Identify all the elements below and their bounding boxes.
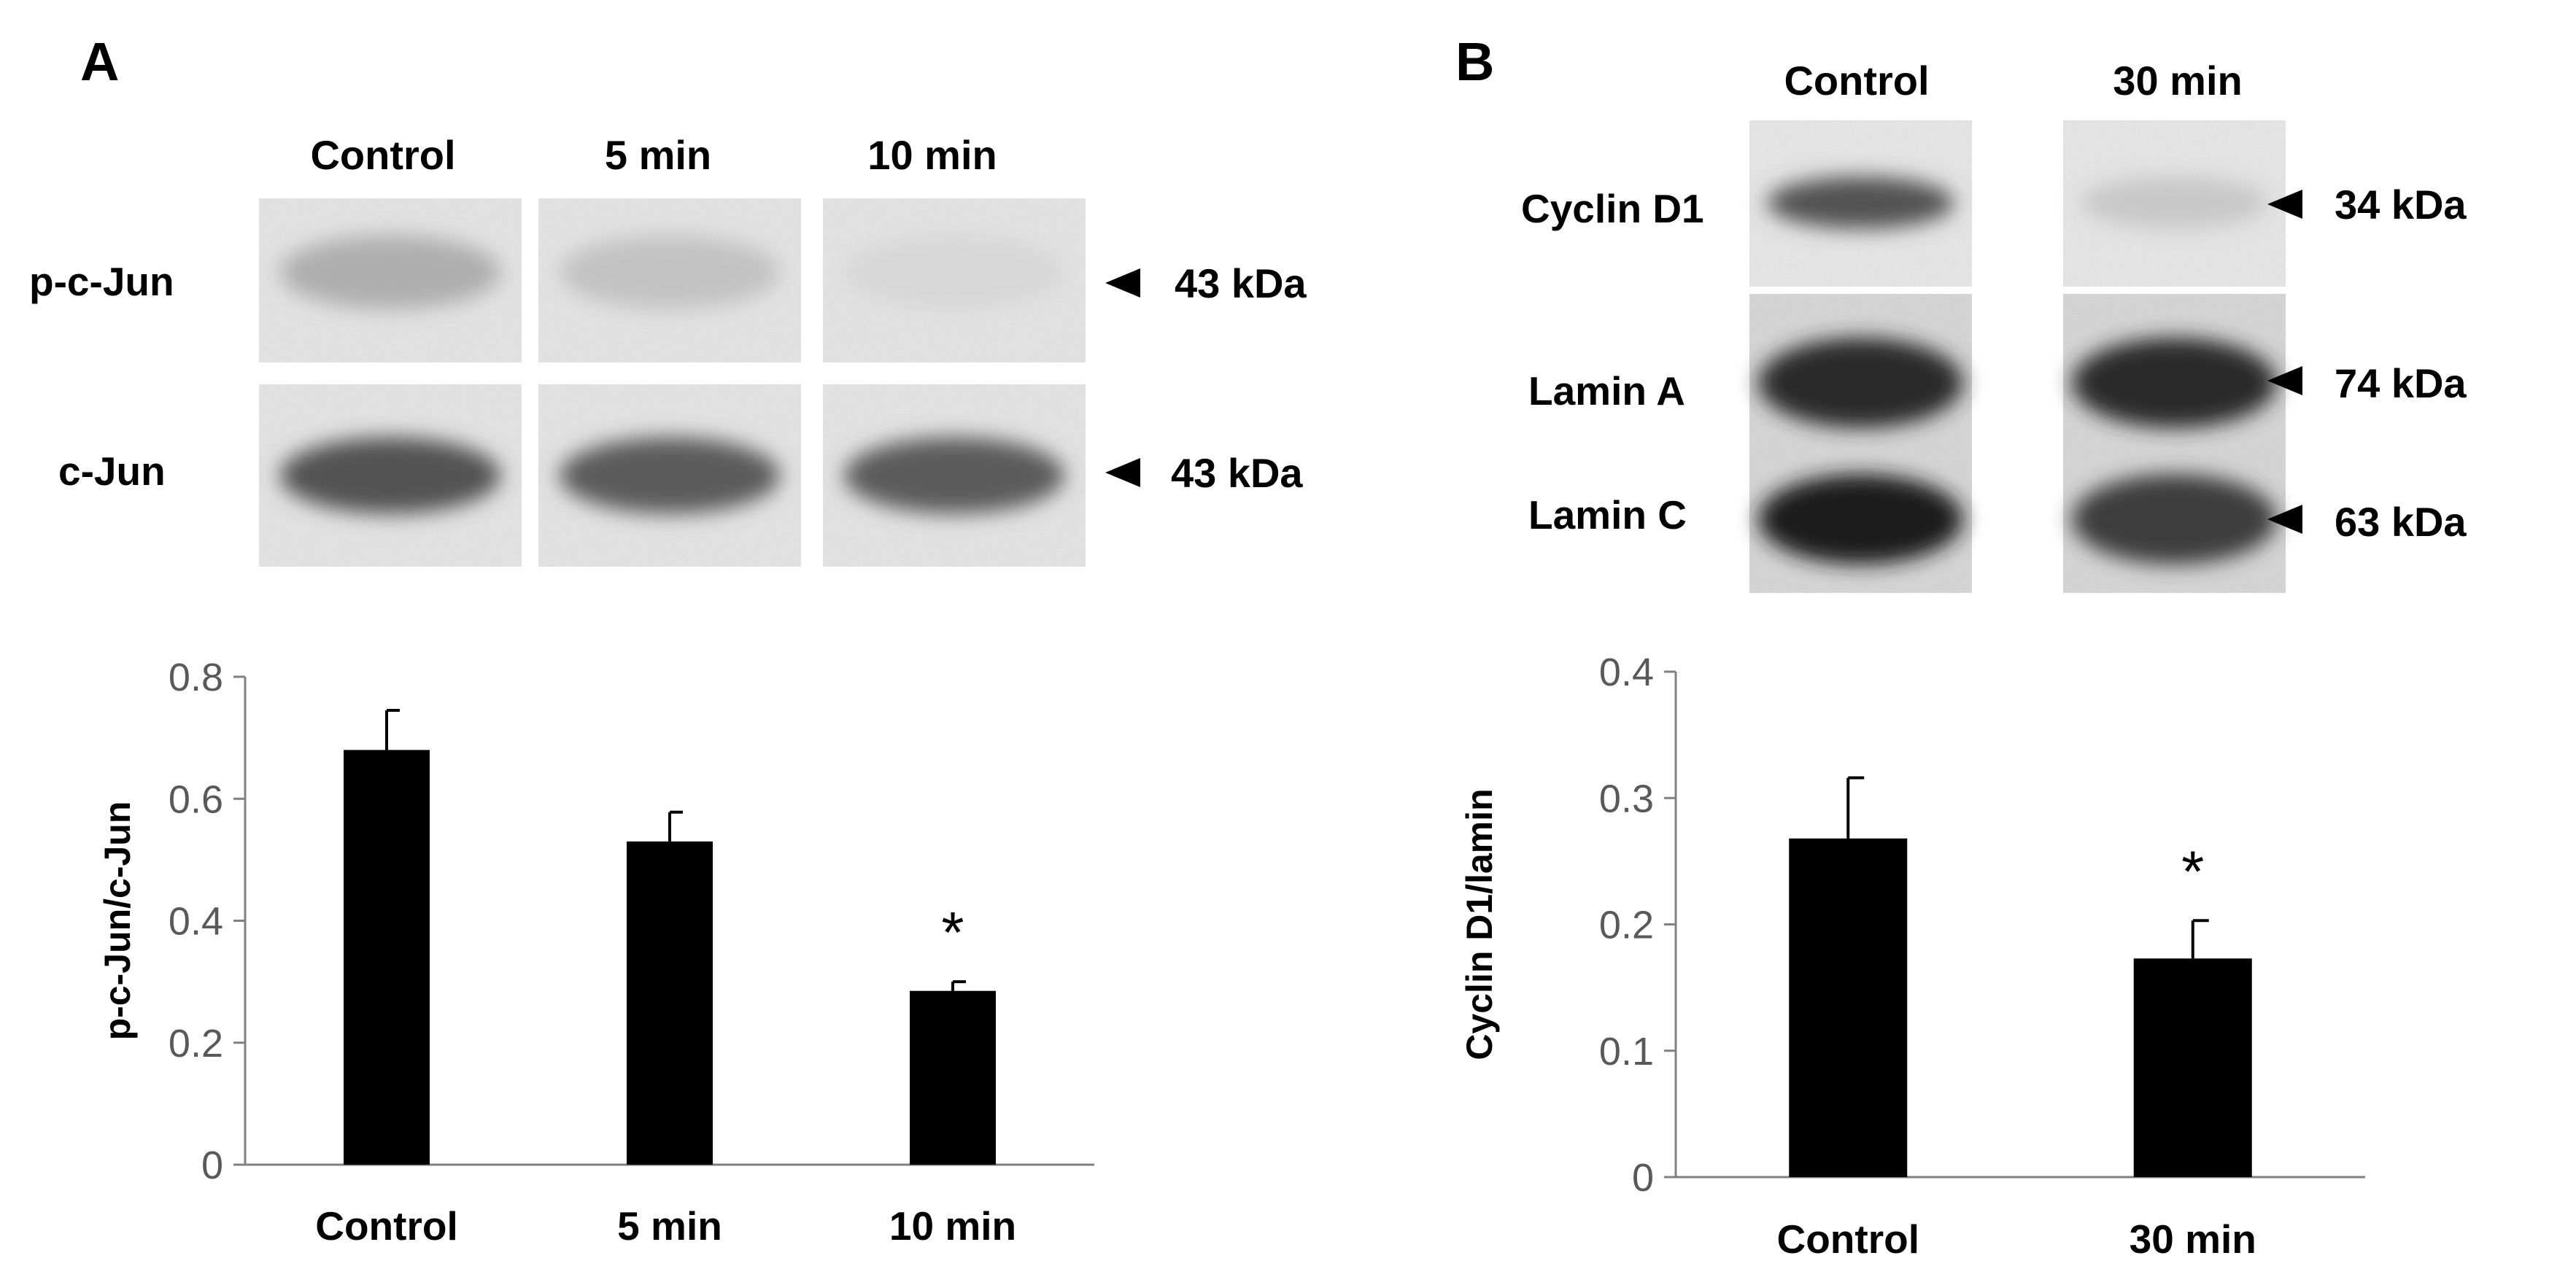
blot-band: [279, 235, 501, 309]
bar: [1789, 838, 1908, 1177]
blot-a-lane-label: 10 min: [867, 132, 997, 178]
y-tick-label: 0.2: [169, 1022, 223, 1066]
x-category-label: Control: [315, 1203, 458, 1249]
blot-b-lane-label: 30 min: [2113, 58, 2242, 104]
arrowhead-icon: [2267, 366, 2302, 395]
x-category-label: 10 min: [889, 1203, 1016, 1249]
blot-b: Control 30 min Cyclin D1 Lamin A Lamin C…: [1521, 58, 2467, 593]
y-tick-label: 0.4: [1599, 651, 1654, 694]
arrowhead-icon: [1105, 458, 1140, 487]
bar: [2133, 958, 2252, 1177]
blot-band: [843, 437, 1065, 514]
blot-a-cells: [259, 198, 1086, 567]
blot-a-mw-label: 43 kDa: [1171, 450, 1303, 496]
blot-b-lane-label: Control: [1784, 58, 1929, 104]
bar: [910, 990, 996, 1165]
blot-a-lane-label: Control: [310, 132, 455, 178]
blot-cell: [259, 198, 522, 362]
y-tick-label: 0.1: [1599, 1030, 1654, 1074]
arrowhead-icon: [2267, 505, 2302, 534]
blot-a-lane-label: 5 min: [605, 132, 711, 178]
y-tick-label: 0.3: [1599, 777, 1654, 820]
significance-marker: *: [941, 900, 964, 965]
blot-b-row-label: Cyclin D1: [1521, 186, 1704, 231]
bar: [627, 841, 713, 1165]
blot-b-row-label: Lamin C: [1528, 492, 1687, 537]
blot-band: [559, 235, 781, 309]
blot-b-mw-label: 34 kDa: [2335, 182, 2467, 228]
blot-a-mw-label: 43 kDa: [1175, 260, 1307, 306]
significance-marker: *: [2181, 839, 2204, 904]
panel-b-letter: B: [1455, 31, 1494, 92]
blot-b-mw-label: 74 kDa: [2335, 360, 2467, 406]
blot-b-mw-label: 63 kDa: [2335, 499, 2467, 545]
blot-band: [1767, 176, 1954, 229]
blot-band: [1758, 338, 1963, 428]
y-tick-label: 0: [1632, 1156, 1654, 1200]
x-category-label: Control: [1776, 1216, 1919, 1262]
blot-band: [559, 437, 781, 514]
y-tick-label: 0.6: [169, 777, 223, 821]
y-tick-label: 0.4: [169, 900, 223, 944]
blot-b-row-label: Lamin A: [1528, 368, 1685, 414]
blot-cell: [1749, 120, 1972, 287]
arrowhead-icon: [1105, 268, 1140, 298]
blot-cell: [538, 198, 801, 362]
y-tick-label: 0.8: [169, 656, 223, 699]
panel-a-letter: A: [80, 31, 119, 92]
blot-a: Control 5 min 10 min p-c-Jun c-Jun 43 kD…: [29, 132, 1307, 567]
blot-band: [843, 235, 1065, 309]
chart-b: 0 0.1 0.2 0.3 0.4 Cyclin D1/lamin Control 30 mi…: [1459, 651, 2365, 1262]
bar: [344, 750, 430, 1165]
arrowhead-icon: [2267, 190, 2302, 219]
blot-band: [2081, 176, 2268, 229]
blot-cell: [2063, 294, 2286, 593]
blot-cell: [1749, 294, 1972, 593]
blot-cell: [2063, 120, 2286, 287]
y-tick-label: 0: [201, 1144, 223, 1187]
x-category-label: 30 min: [2130, 1216, 2256, 1262]
blot-band: [2072, 474, 2277, 564]
blot-cell: [823, 198, 1086, 362]
y-axis-label: p-c-Jun/c-Jun: [97, 801, 138, 1041]
blot-cell: [259, 384, 522, 567]
blot-cell: [823, 384, 1086, 567]
blot-band: [279, 437, 501, 514]
blot-band: [2072, 338, 2277, 428]
blot-a-row-label: c-Jun: [58, 449, 166, 494]
blot-b-cells: [1749, 120, 2286, 593]
blot-cell: [538, 384, 801, 567]
x-category-label: 5 min: [617, 1203, 722, 1249]
chart-a: 0 0.2 0.4 0.6 0.8 p-c-Jun/c-Jun Control 5 min 10…: [97, 656, 1094, 1249]
y-axis-label: Cyclin D1/lamin: [1459, 788, 1500, 1060]
blot-band: [1758, 474, 1963, 564]
y-tick-label: 0.2: [1599, 904, 1654, 947]
blot-a-row-label: p-c-Jun: [29, 259, 174, 304]
